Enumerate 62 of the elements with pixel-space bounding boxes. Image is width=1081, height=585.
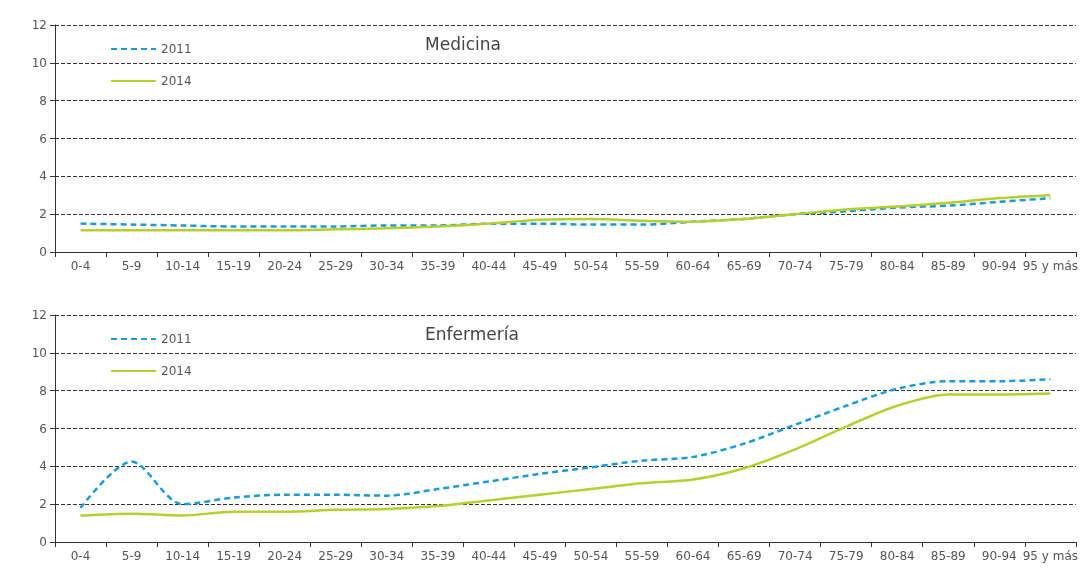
x-tick-label: 20-24 bbox=[267, 549, 303, 563]
x-tick-label: 25-29 bbox=[318, 549, 354, 563]
x-tick-label: 15-19 bbox=[216, 549, 252, 563]
x-tick-label: 30-34 bbox=[369, 549, 405, 563]
x-tick-label: 65-69 bbox=[726, 259, 762, 273]
x-tick-label: 45-49 bbox=[522, 259, 558, 273]
y-tick-label: 0 bbox=[39, 245, 47, 259]
x-tick-label: 10-14 bbox=[165, 259, 201, 273]
x-tick-label: 75-79 bbox=[828, 259, 864, 273]
x-tick-label: 75-79 bbox=[828, 549, 864, 563]
x-tick-label: 50-54 bbox=[573, 549, 609, 563]
x-tick-label: 95 y más bbox=[1022, 549, 1078, 563]
x-tick-label: 20-24 bbox=[267, 259, 303, 273]
legend-label: 2014 bbox=[161, 364, 192, 378]
x-tick-label: 10-14 bbox=[165, 549, 201, 563]
x-tick-label: 85-89 bbox=[930, 259, 966, 273]
x-tick-label: 5-9 bbox=[121, 549, 142, 563]
y-tick-label: 4 bbox=[39, 169, 47, 184]
x-tick-label: 35-39 bbox=[420, 549, 456, 563]
text: Medicina bbox=[425, 33, 501, 54]
x-tick-label: 55-59 bbox=[624, 549, 660, 563]
y-tick-label: 4 bbox=[39, 459, 47, 474]
y-tick-label: 10 bbox=[31, 55, 47, 70]
legend-label: 2014 bbox=[161, 74, 192, 88]
line-series bbox=[79, 378, 1052, 510]
x-tick-label: 55-59 bbox=[624, 259, 660, 273]
x-tick-label: 15-19 bbox=[216, 259, 252, 273]
y-tick-label: 6 bbox=[39, 131, 47, 146]
legend-label: 2011 bbox=[161, 42, 192, 56]
line-series bbox=[79, 392, 1052, 517]
x-tick-label: 85-89 bbox=[930, 549, 966, 563]
text: Enfermería bbox=[425, 323, 519, 344]
y-tick-label: 12 bbox=[31, 308, 47, 322]
x-tick-label: 65-69 bbox=[726, 549, 762, 563]
y-tick-label: 8 bbox=[39, 93, 47, 108]
y-tick-label: 0 bbox=[39, 535, 47, 549]
x-tick-label: 40-44 bbox=[471, 549, 507, 563]
x-tick-label: 30-34 bbox=[369, 259, 405, 273]
x-tick-label: 90-94 bbox=[981, 549, 1017, 563]
y-tick-label: 8 bbox=[39, 383, 47, 398]
y-tick-label: 6 bbox=[39, 421, 47, 436]
x-tick-label: 60-64 bbox=[675, 259, 711, 273]
x-tick-label: 80-84 bbox=[879, 259, 915, 273]
x-tick-label: 95 y más bbox=[1022, 259, 1078, 273]
x-tick-label: 90-94 bbox=[981, 259, 1017, 273]
y-tick-label: 12 bbox=[31, 18, 47, 32]
y-tick-label: 2 bbox=[39, 497, 47, 512]
x-tick-label: 70-74 bbox=[777, 549, 813, 563]
y-tick-label: 10 bbox=[31, 345, 47, 360]
x-tick-label: 35-39 bbox=[420, 259, 456, 273]
legend-label: 2011 bbox=[161, 332, 192, 346]
x-tick-label: 40-44 bbox=[471, 259, 507, 273]
x-tick-label: 25-29 bbox=[318, 259, 354, 273]
x-tick-label: 80-84 bbox=[879, 549, 915, 563]
x-tick-label: 0-4 bbox=[70, 549, 91, 563]
x-tick-label: 70-74 bbox=[777, 259, 813, 273]
x-tick-label: 5-9 bbox=[121, 259, 142, 273]
x-tick-label: 50-54 bbox=[573, 259, 609, 273]
x-tick-label: 0-4 bbox=[70, 259, 91, 273]
x-tick-label: 60-64 bbox=[675, 549, 711, 563]
x-tick-label: 45-49 bbox=[522, 549, 558, 563]
y-tick-label: 2 bbox=[39, 207, 47, 222]
